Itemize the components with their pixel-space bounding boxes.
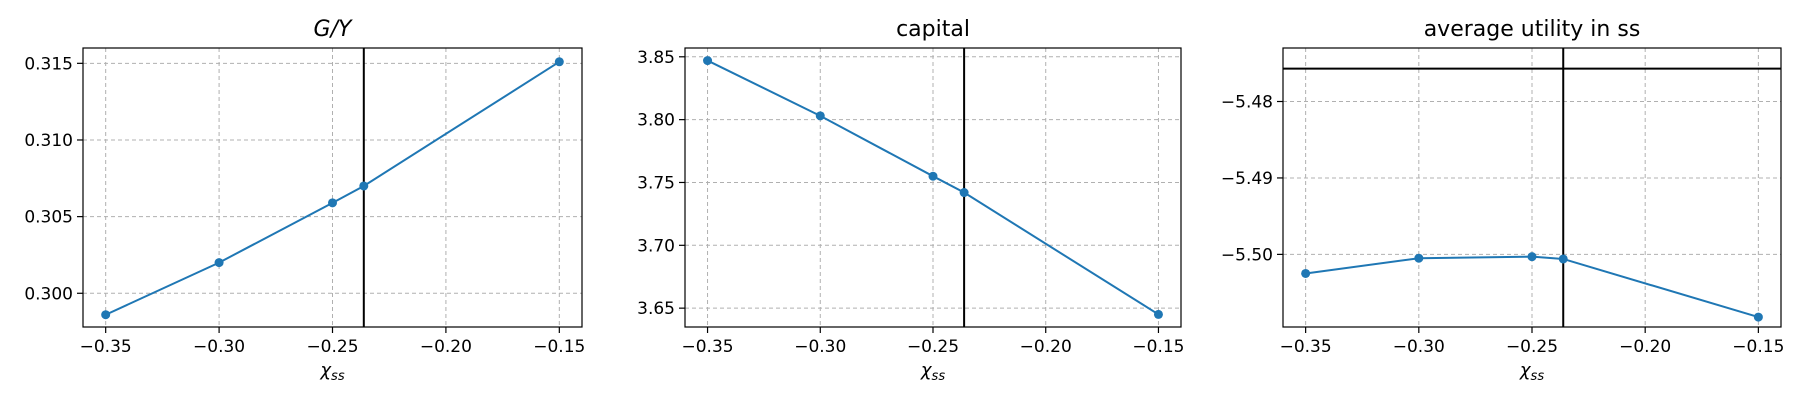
data-point xyxy=(1527,252,1537,262)
data-point xyxy=(214,258,224,268)
data-point xyxy=(1414,253,1424,263)
y-tick-label: −5.48 xyxy=(1221,93,1273,113)
plot-frame xyxy=(684,47,1182,328)
data-point xyxy=(554,57,564,67)
data-point xyxy=(1153,309,1163,319)
data-point xyxy=(359,181,369,191)
x-tick-label: −0.30 xyxy=(193,337,245,357)
x-tick-label: −0.15 xyxy=(1132,337,1184,357)
data-point xyxy=(959,188,969,198)
y-tick-label: −5.50 xyxy=(1221,245,1273,265)
y-tick-label: 0.315 xyxy=(24,54,73,74)
y-tick-label: 0.310 xyxy=(24,131,73,151)
y-tick-label: −5.49 xyxy=(1221,169,1273,189)
subplot-3: −0.35 −0.30 −0.25 −0.20 −0.15 −5.50 −5.49 −5.48… xyxy=(1221,17,1785,384)
chart-title: capital xyxy=(896,17,970,42)
x-tick-label: −0.20 xyxy=(420,337,472,357)
plot-frame xyxy=(1282,47,1782,328)
x-tick-label: −0.25 xyxy=(306,337,358,357)
x-tick-label: −0.30 xyxy=(1393,337,1445,357)
x-axis-label: χss xyxy=(319,360,344,384)
y-tick-label: 0.300 xyxy=(24,284,73,304)
data-point xyxy=(703,56,713,66)
data-point xyxy=(1301,268,1311,278)
chart-title: average utility in ss xyxy=(1424,17,1641,42)
x-tick-label: −0.25 xyxy=(1506,337,1558,357)
x-tick-label: −0.25 xyxy=(907,337,959,357)
data-point xyxy=(1558,254,1568,264)
y-tick-label: 3.75 xyxy=(637,173,675,193)
x-tick-label: −0.15 xyxy=(533,337,585,357)
chart-title: G/Y xyxy=(314,17,353,42)
x-tick-label: −0.15 xyxy=(1732,337,1784,357)
data-point xyxy=(101,310,111,320)
y-tick-label: 3.80 xyxy=(637,111,675,131)
x-tick-label: −0.35 xyxy=(1280,337,1332,357)
y-tick-label: 3.65 xyxy=(637,299,675,319)
x-tick-label: −0.35 xyxy=(80,337,132,357)
x-tick-label: −0.20 xyxy=(1020,337,1072,357)
y-tick-label: 3.70 xyxy=(637,236,675,256)
y-tick-label: 3.85 xyxy=(637,48,675,68)
plot-frame xyxy=(82,47,583,328)
data-point xyxy=(815,111,825,121)
x-tick-label: −0.30 xyxy=(794,337,846,357)
y-tick-label: 0.305 xyxy=(24,208,73,228)
subplot-1: −0.35 −0.30 −0.25 −0.20 −0.15 0.300 0.305 0.310… xyxy=(24,17,585,384)
subplot-2: −0.35 −0.30 −0.25 −0.20 −0.15 3.65 3.70 3.75 3.8… xyxy=(637,17,1184,384)
x-axis-label: χss xyxy=(920,360,945,384)
x-tick-label: −0.35 xyxy=(681,337,733,357)
data-point xyxy=(1753,312,1763,322)
x-tick-label: −0.20 xyxy=(1619,337,1671,357)
data-point xyxy=(328,198,337,208)
x-axis-label: χss xyxy=(1519,360,1544,384)
data-point xyxy=(928,171,938,181)
